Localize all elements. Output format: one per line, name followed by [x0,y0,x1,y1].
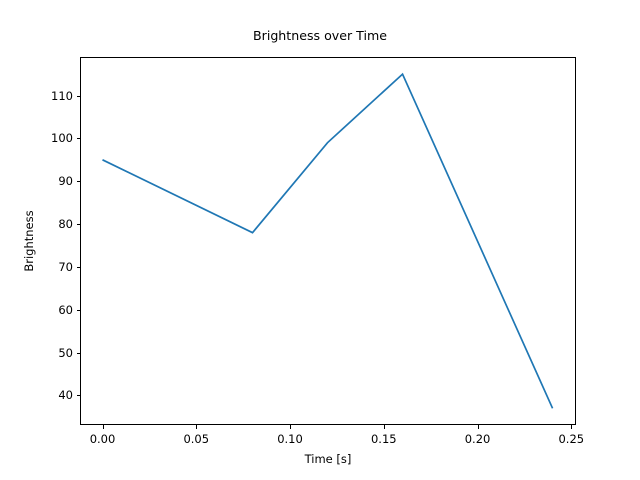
x-tick-label: 0.15 [370,432,397,446]
x-axis-label: Time [s] [304,452,352,466]
y-tick-mark [76,181,80,183]
y-tick-mark [76,266,80,268]
brightness-line [102,72,554,409]
y-tick-label: 60 [58,302,73,317]
y-tick-mark [76,309,80,311]
y-tick-mark [76,352,80,354]
y-tick-mark [76,138,80,140]
y-tick-mark [76,395,80,397]
y-tick-label: 70 [58,259,73,274]
x-tick-mark [571,425,573,429]
x-tick-mark [102,425,104,429]
x-tick-mark [290,425,292,429]
y-tick-mark [76,95,80,97]
y-tick-label: 40 [58,388,73,403]
y-tick-label: 50 [58,345,73,360]
y-tick-mark [76,224,80,226]
y-tick-label: 110 [51,88,73,103]
x-tick-mark [196,425,198,429]
x-tick-label: 0.10 [277,432,303,446]
x-tick-mark [477,425,479,429]
x-tick-label: 0.25 [558,432,585,446]
plot-area [102,72,554,409]
y-tick-label: 100 [51,131,73,146]
x-tick-label: 0.20 [464,432,491,446]
x-tick-label: 0.05 [183,432,210,446]
x-tick-label: 0.00 [89,432,116,446]
chart-title: Brightness over Time [253,28,387,43]
x-tick-mark [383,425,385,429]
axes-frame [80,57,576,425]
y-axis-label: Brightness [22,210,36,272]
y-tick-label: 90 [58,174,73,189]
y-tick-label: 80 [58,217,73,232]
